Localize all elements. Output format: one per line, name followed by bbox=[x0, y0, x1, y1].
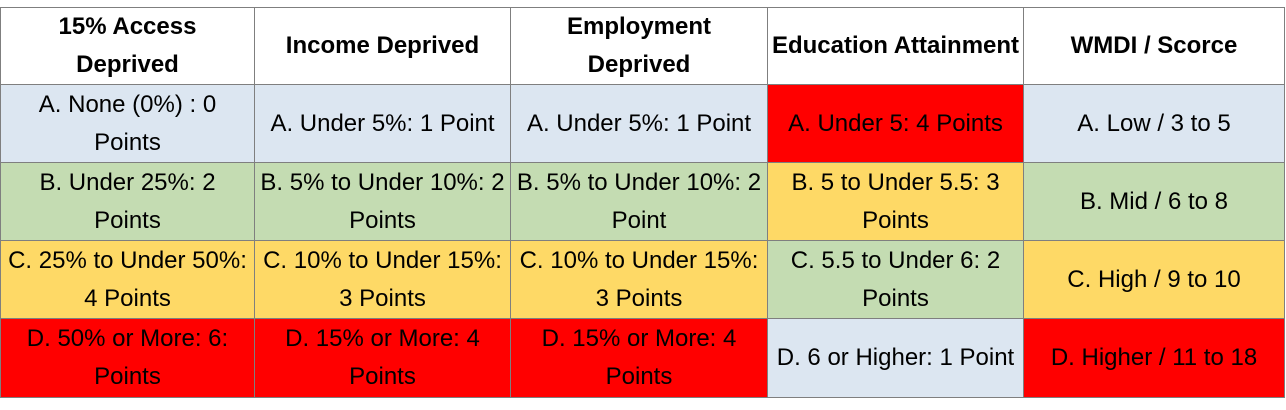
header-employment-deprived: Employment Deprived bbox=[510, 7, 768, 85]
table-cell: C. High / 9 to 10 bbox=[1023, 240, 1285, 319]
table-cell: D. 15% or More: 4 Points bbox=[254, 318, 511, 398]
table-cell: C. 10% to Under 15%: 3 Points bbox=[254, 240, 511, 319]
table-row: C. 25% to Under 50%: 4 Points C. 10% to … bbox=[0, 240, 1285, 319]
table-cell: C. 10% to Under 15%: 3 Points bbox=[510, 240, 768, 319]
table-cell: A. Under 5%: 1 Point bbox=[510, 84, 768, 163]
header-row: 15% Access Deprived Income Deprived Empl… bbox=[0, 7, 1285, 85]
table-cell: A. Under 5%: 1 Point bbox=[254, 84, 511, 163]
header-wmdi-score: WMDI / Scorce bbox=[1023, 7, 1285, 85]
table-cell: D. 50% or More: 6: Points bbox=[0, 318, 255, 398]
table-cell: B. Mid / 6 to 8 bbox=[1023, 162, 1285, 241]
table-cell: C. 25% to Under 50%: 4 Points bbox=[0, 240, 255, 319]
table-cell: B. 5 to Under 5.5: 3 Points bbox=[767, 162, 1024, 241]
table-row: D. 50% or More: 6: Points D. 15% or More… bbox=[0, 318, 1285, 398]
table-cell: C. 5.5 to Under 6: 2 Points bbox=[767, 240, 1024, 319]
table-cell: B. Under 25%: 2 Points bbox=[0, 162, 255, 241]
header-income-deprived: Income Deprived bbox=[254, 7, 511, 85]
table-row: A. None (0%) : 0 Points A. Under 5%: 1 P… bbox=[0, 84, 1285, 163]
table-row: B. Under 25%: 2 Points B. 5% to Under 10… bbox=[0, 162, 1285, 241]
table-cell: B. 5% to Under 10%: 2 Points bbox=[254, 162, 511, 241]
table-cell: A. Under 5: 4 Points bbox=[767, 84, 1024, 163]
table-cell: A. None (0%) : 0 Points bbox=[0, 84, 255, 163]
table-cell: D. 6 or Higher: 1 Point bbox=[767, 318, 1024, 398]
header-education-attainment: Education Attainment bbox=[767, 7, 1024, 85]
wmdi-scoring-table: 15% Access Deprived Income Deprived Empl… bbox=[0, 7, 1285, 398]
table-cell: D. 15% or More: 4 Points bbox=[510, 318, 768, 398]
table-cell: A. Low / 3 to 5 bbox=[1023, 84, 1285, 163]
table-cell: B. 5% to Under 10%: 2 Point bbox=[510, 162, 768, 241]
table-cell: D. Higher / 11 to 18 bbox=[1023, 318, 1285, 398]
header-access-deprived: 15% Access Deprived bbox=[0, 7, 255, 85]
